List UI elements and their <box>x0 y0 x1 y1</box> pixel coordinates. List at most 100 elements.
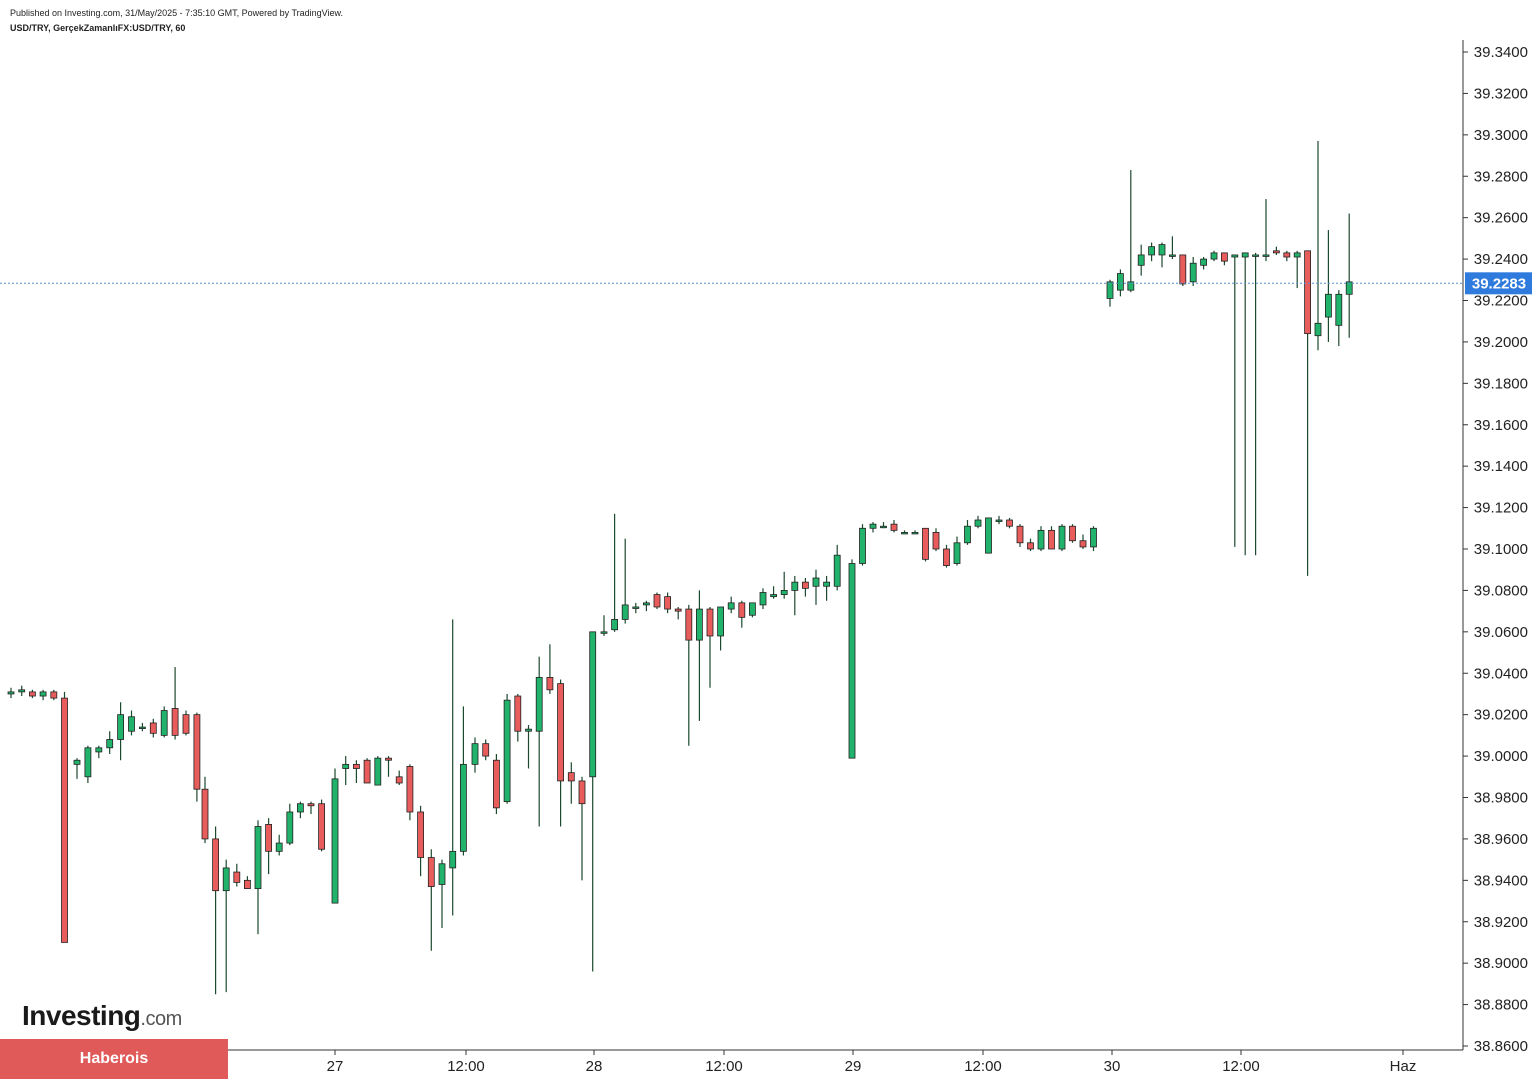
y-tick-label: 38.8800 <box>1474 997 1528 1014</box>
candle-body <box>869 523 877 529</box>
candle-body <box>117 714 124 740</box>
candle-body <box>406 766 414 813</box>
y-tick-label: 38.9200 <box>1474 914 1528 931</box>
candle-body <box>233 871 241 883</box>
candle <box>706 606 714 688</box>
y-tick-label: 39.0200 <box>1474 707 1528 724</box>
y-tick-label: 39.2400 <box>1474 251 1528 268</box>
y-tick-label: 39.0000 <box>1474 748 1528 765</box>
candle-body <box>706 608 714 637</box>
candle <box>911 530 919 535</box>
candle <box>1079 534 1087 549</box>
candle <box>1252 252 1259 556</box>
candle-body <box>395 776 403 784</box>
candle <box>352 760 360 784</box>
candle <box>1058 524 1066 552</box>
candle-body <box>265 824 273 852</box>
candle <box>738 600 746 628</box>
candle <box>848 559 856 759</box>
last-price-label: 39.2283 <box>1465 272 1532 295</box>
candle <box>1027 538 1034 552</box>
haberois-watermark: Haberois <box>0 1039 228 1079</box>
candle-body <box>1325 293 1332 318</box>
candle-body <box>974 519 982 527</box>
candle-body <box>307 803 315 807</box>
candle <box>438 859 446 928</box>
candle-body <box>275 842 283 852</box>
candle-body <box>1345 281 1353 295</box>
candle <box>138 722 146 732</box>
candle <box>664 592 671 614</box>
candle <box>611 513 618 632</box>
candle-body <box>503 699 511 803</box>
y-tick-label: 39.1000 <box>1474 541 1528 558</box>
candle-body <box>833 554 841 587</box>
candle <box>932 528 940 552</box>
y-tick-label: 38.9600 <box>1474 831 1528 848</box>
candle-body <box>1200 258 1207 266</box>
candle-body <box>1137 254 1145 266</box>
candle-body <box>1037 529 1045 550</box>
candle-body <box>1262 254 1270 257</box>
candle <box>50 689 58 701</box>
candle-body <box>128 716 135 732</box>
candle <box>974 515 982 529</box>
candle-body <box>7 691 15 695</box>
candle-body <box>1189 262 1197 283</box>
candle <box>901 530 908 535</box>
candle <box>869 522 877 533</box>
candle <box>7 687 15 699</box>
candle <box>1148 242 1155 262</box>
candle <box>503 693 511 804</box>
candle-body <box>1335 293 1343 326</box>
candle <box>964 520 971 545</box>
y-tick-label: 39.1200 <box>1474 500 1528 517</box>
candle <box>589 631 597 972</box>
candle-body <box>1006 519 1013 527</box>
candle-body <box>632 606 640 609</box>
candle <box>1345 213 1353 338</box>
candle <box>812 569 820 605</box>
candle-body <box>557 683 564 782</box>
candle-body <box>600 631 608 634</box>
candle-body <box>385 757 392 761</box>
candle-body <box>243 879 251 890</box>
candle-body <box>1169 254 1176 257</box>
candle <box>193 712 201 802</box>
candle <box>1273 246 1280 255</box>
candle <box>1210 250 1218 262</box>
candle-body <box>459 763 467 852</box>
x-tick-label: 27 <box>327 1058 344 1075</box>
candle-body <box>738 602 746 618</box>
candle <box>1048 526 1055 550</box>
candle <box>307 801 315 815</box>
candle <box>459 706 467 856</box>
candle-body <box>674 608 682 612</box>
logo-domain: .com <box>140 1008 182 1030</box>
y-tick-label: 38.8600 <box>1474 1038 1528 1055</box>
candle <box>557 679 564 827</box>
candle-body <box>922 527 929 560</box>
candle <box>1293 250 1301 289</box>
candle-body <box>880 525 887 529</box>
candle <box>922 527 929 562</box>
candle <box>600 615 608 636</box>
candle-body <box>171 708 179 736</box>
candle <box>535 656 543 827</box>
candle <box>73 758 81 779</box>
candle-body <box>717 606 724 637</box>
candle-body <box>1016 525 1024 544</box>
candle <box>985 517 992 554</box>
y-tick-label: 39.1800 <box>1474 375 1528 392</box>
candle <box>674 606 682 620</box>
candle <box>770 586 777 599</box>
candle-body <box>1314 322 1322 337</box>
candle <box>546 644 554 694</box>
y-tick-label: 39.2800 <box>1474 168 1528 185</box>
candle-body <box>1069 525 1076 542</box>
candle <box>18 685 26 697</box>
y-tick-label: 38.9000 <box>1474 955 1528 972</box>
candle <box>296 801 304 819</box>
candle-body <box>438 863 446 885</box>
